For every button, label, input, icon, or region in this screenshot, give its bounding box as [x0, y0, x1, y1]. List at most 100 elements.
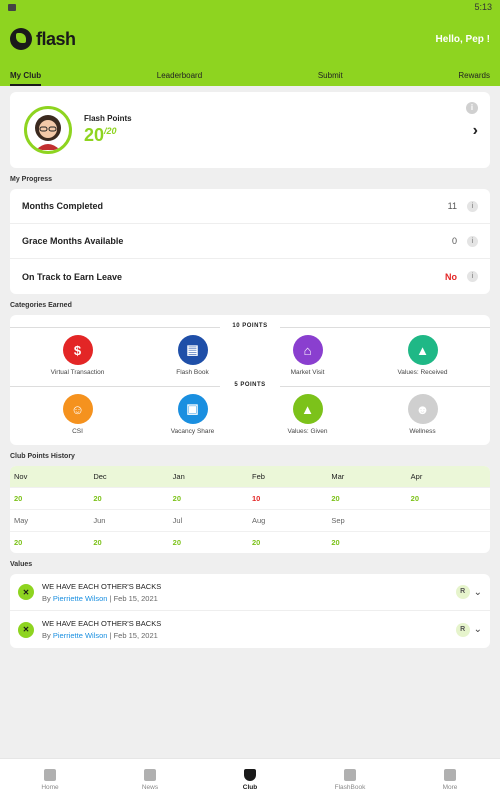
points-max: 20 — [106, 126, 117, 136]
tab-rewards[interactable]: Rewards — [458, 71, 490, 80]
avatar — [24, 106, 72, 154]
value-item[interactable]: ✕ WE HAVE EACH OTHER'S BACKS By Pierriet… — [10, 574, 490, 611]
history-month-row: May Jun Jul Aug Sep — [10, 510, 490, 532]
profile-card[interactable]: Flash Points 20/20 i › — [10, 92, 490, 168]
progress-row-value: 11 — [447, 201, 457, 211]
category-label: Virtual Transaction — [50, 369, 105, 376]
history-value: 20 — [14, 494, 23, 503]
nav-home[interactable]: Home — [10, 768, 90, 791]
tab-my-club[interactable]: My Club — [10, 71, 42, 86]
points-history-card: Nov Dec Jan Feb Mar Apr 20 20 20 10 20 2… — [10, 466, 490, 553]
values-label: Values — [10, 561, 33, 568]
history-month: Apr — [410, 472, 423, 481]
tab-leaderboard[interactable]: Leaderboard — [156, 71, 203, 80]
club-points-history-label: Club Points History — [10, 453, 75, 460]
history-value: 20 — [93, 538, 102, 547]
category-label: CSI — [72, 428, 83, 435]
brand-logo: flash — [10, 28, 76, 50]
category-market-visit[interactable]: ⌂ Market Visit — [253, 335, 363, 376]
drop-icon: ▲ — [407, 335, 438, 365]
history-value — [409, 532, 488, 553]
info-icon[interactable]: i — [466, 102, 478, 114]
categories-card: 10 POINTS $ Virtual Transaction ▤ Flash … — [10, 315, 490, 445]
person-icon: ☻ — [407, 394, 438, 424]
history-month — [409, 510, 488, 531]
history-month: Mar — [331, 472, 345, 481]
category-label: Flash Book — [176, 369, 209, 376]
value-title: WE HAVE EACH OTHER'S BACKS — [42, 619, 162, 628]
history-value: 20 — [93, 494, 102, 503]
drop-icon: ▲ — [292, 394, 323, 424]
money-bag-icon: $ — [62, 335, 93, 365]
category-label: Values: Received — [397, 369, 448, 376]
history-value-row: 20 20 20 10 20 20 — [10, 488, 490, 510]
category-label: Vacancy Share — [170, 428, 215, 435]
history-value: 20 — [331, 538, 340, 547]
chevron-down-icon[interactable]: ⌄ — [473, 586, 482, 598]
history-month: Aug — [252, 516, 266, 525]
progress-row-value: 0 — [451, 236, 457, 246]
chevron-right-icon[interactable]: › — [472, 122, 478, 139]
category-group-heading: 5 POINTS — [10, 382, 490, 388]
category-wellness[interactable]: ☻ Wellness — [368, 394, 478, 435]
history-month: Sep — [331, 516, 345, 525]
history-value: 20 — [252, 538, 261, 547]
history-month: Feb — [252, 472, 265, 481]
progress-row-months-completed: Months Completed 11 i — [10, 189, 490, 224]
progress-row-label: Months Completed — [22, 201, 103, 211]
value-date: Feb 15, 2021 — [113, 593, 158, 603]
history-value: 10 — [252, 494, 261, 503]
values-icon: ✕ — [18, 584, 34, 600]
status-bar: 5:13 — [0, 0, 500, 14]
image-icon — [8, 3, 16, 11]
value-author-link[interactable]: Pierriette Wilson — [52, 593, 108, 603]
history-value: 20 — [172, 538, 181, 547]
category-values-received[interactable]: ▲ Values: Received — [368, 335, 478, 376]
nav-label: More — [442, 783, 458, 791]
my-progress-label: My Progress — [10, 176, 53, 183]
nav-label: News — [141, 783, 159, 791]
category-flash-book[interactable]: ▤ Flash Book — [138, 335, 248, 376]
category-values-given[interactable]: ▲ Values: Given — [253, 394, 363, 435]
news-icon — [144, 768, 156, 781]
info-icon[interactable]: i — [467, 235, 478, 247]
category-label: Market Visit — [290, 369, 325, 376]
values-card: ✕ WE HAVE EACH OTHER'S BACKS By Pierriet… — [10, 574, 490, 648]
nav-club[interactable]: Club — [210, 768, 290, 791]
store-icon: ⌂ — [292, 335, 323, 365]
points-current: 20 — [84, 125, 105, 145]
nav-more[interactable]: More — [410, 768, 490, 791]
home-icon — [44, 768, 56, 781]
value-item[interactable]: ✕ WE HAVE EACH OTHER'S BACKS By Pierriet… — [10, 611, 490, 648]
value-author-link[interactable]: Pierriette Wilson — [52, 631, 108, 640]
flash-points-value: 20/20 — [84, 125, 117, 145]
tab-submit[interactable]: Submit — [317, 71, 343, 80]
nav-flashbook[interactable]: FlashBook — [310, 768, 390, 791]
category-virtual-transaction[interactable]: $ Virtual Transaction — [23, 335, 133, 376]
nav-news[interactable]: News — [110, 768, 190, 791]
progress-card: Months Completed 11 i Grace Months Availa… — [10, 189, 490, 294]
nav-label: Home — [41, 783, 59, 791]
info-icon[interactable]: i — [467, 271, 478, 282]
flash-points-label: Flash Points — [84, 114, 132, 123]
chevron-down-icon[interactable]: ⌄ — [473, 624, 482, 635]
progress-row-value: No — [445, 271, 457, 282]
category-vacancy-share[interactable]: ▣ Vacancy Share — [138, 394, 248, 435]
book-icon: ▤ — [177, 335, 208, 365]
briefcase-icon: ▣ — [177, 394, 208, 424]
bottom-navigation: Home News Club FlashBook More — [0, 758, 500, 800]
value-title: WE HAVE EACH OTHER'S BACKS — [42, 581, 162, 591]
categories-earned-label: Categories Earned — [10, 302, 72, 309]
progress-row-on-track: On Track to Earn Leave No i — [10, 259, 490, 294]
info-icon[interactable]: i — [467, 200, 478, 212]
values-icon: ✕ — [18, 621, 34, 638]
progress-row-label: Grace Months Available — [22, 236, 124, 246]
top-tabs: My Club Leaderboard Submit Rewards — [0, 64, 500, 86]
category-csi[interactable]: ☺ CSI — [23, 394, 133, 435]
history-month: May — [14, 516, 29, 525]
history-month: Nov — [14, 472, 28, 481]
status-time: 5:13 — [474, 2, 492, 12]
history-month: Jun — [93, 516, 106, 525]
greeting-text[interactable]: Hello, Pep ! — [435, 33, 490, 45]
moose-logo-icon — [10, 28, 32, 50]
